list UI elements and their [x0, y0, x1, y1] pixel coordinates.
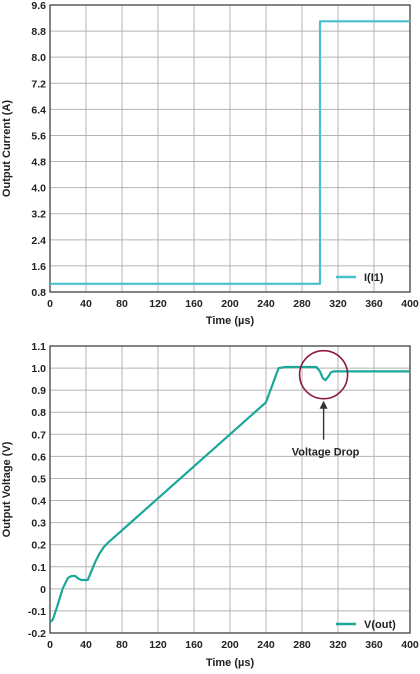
voltage-x-tick-label: 120 [149, 639, 167, 651]
current-x-tick-label: 240 [257, 298, 275, 310]
voltage-y-tick-label: 0.8 [31, 407, 46, 419]
current-plot-frame [49, 4, 411, 293]
current-x-tick-label: 320 [329, 298, 347, 310]
current-y-tick-label: 6.4 [31, 104, 46, 116]
current-y-tick-label: 4.8 [31, 157, 46, 169]
current-x-tick-label: 160 [185, 298, 203, 310]
current-x-tick-label: 200 [221, 298, 239, 310]
voltage-y-axis-title: Output Voltage (V) [1, 441, 13, 537]
voltage-series-line [49, 365, 410, 623]
current-y-tick-label: 8.0 [31, 52, 46, 64]
current-y-tick-label: 0.8 [31, 287, 46, 299]
voltage-y-tick-label: 0.9 [31, 385, 46, 397]
voltage-y-tick-label: -0.2 [28, 628, 46, 640]
current-chart: 0 40 80 120 160 200 240 280 320 360 400 0.8 1.6 2.4 3.… [1, 0, 419, 327]
current-y-tick-label: 8.8 [31, 26, 46, 38]
current-legend-label: I(I1) [364, 272, 384, 284]
current-x-tick-label: 360 [365, 298, 383, 310]
voltage-y-tick-label: 0.5 [31, 473, 46, 485]
voltage-y-tick-label: 0.7 [31, 429, 46, 441]
voltage-x-tick-label: 280 [293, 639, 311, 651]
voltage-grid [49, 345, 411, 634]
current-y-tick-label: 9.6 [31, 0, 46, 12]
voltage-y-tick-label: 1.0 [31, 363, 46, 375]
current-y-tick-label: 7.2 [31, 78, 46, 90]
current-x-tick-label: 80 [116, 298, 128, 310]
current-y-axis-title: Output Current (A) [1, 100, 13, 197]
voltage-y-tick-label: 0.6 [31, 451, 46, 463]
current-x-tick-label: 40 [80, 298, 92, 310]
voltage-y-tick-label: 0.4 [31, 496, 46, 508]
voltage-x-tick-label: 80 [116, 639, 128, 651]
voltage-x-tick-label: 240 [257, 639, 275, 651]
current-x-tick-label: 400 [401, 298, 419, 310]
voltage-legend-label: V(out) [364, 619, 396, 631]
current-grid [49, 4, 411, 293]
voltage-x-tick-label: 360 [365, 639, 383, 651]
voltage-y-tick-label: 0 [40, 584, 46, 596]
current-y-tick-label: 4.0 [31, 183, 46, 195]
voltage-chart: 0 40 80 120 160 200 240 280 320 360 400 -0.2 -0.1 0 0.… [1, 341, 419, 669]
current-x-tick-label: 120 [149, 298, 167, 310]
voltage-y-tick-label: -0.1 [28, 606, 46, 618]
voltage-x-tick-label: 160 [185, 639, 203, 651]
current-y-tick-label: 3.2 [31, 209, 46, 221]
voltage-y-tick-label: 0.1 [31, 562, 46, 574]
voltage-x-tick-label: 200 [221, 639, 239, 651]
voltage-y-tick-label: 1.1 [31, 341, 46, 353]
current-x-tick-label: 0 [47, 298, 53, 310]
voltage-drop-label: Voltage Drop [292, 447, 360, 459]
current-y-tick-label: 5.6 [31, 130, 46, 142]
voltage-drop-arrowhead [319, 400, 328, 409]
current-x-tick-label: 280 [293, 298, 311, 310]
voltage-y-tick-label: 0.2 [31, 540, 46, 552]
current-y-tick-label: 2.4 [31, 235, 46, 247]
voltage-x-tick-label: 320 [329, 639, 347, 651]
current-x-axis-title: Time (µs) [206, 315, 255, 327]
voltage-x-tick-label: 0 [47, 639, 53, 651]
voltage-drop-circle [298, 349, 349, 400]
voltage-plot-frame [49, 345, 411, 634]
voltage-x-axis-title: Time (µs) [206, 657, 255, 669]
current-y-tick-label: 1.6 [31, 261, 46, 273]
current-series-line [50, 20, 410, 285]
voltage-y-tick-label: 0.3 [31, 518, 46, 530]
voltage-x-tick-label: 40 [80, 639, 92, 651]
voltage-x-tick-label: 400 [401, 639, 419, 651]
